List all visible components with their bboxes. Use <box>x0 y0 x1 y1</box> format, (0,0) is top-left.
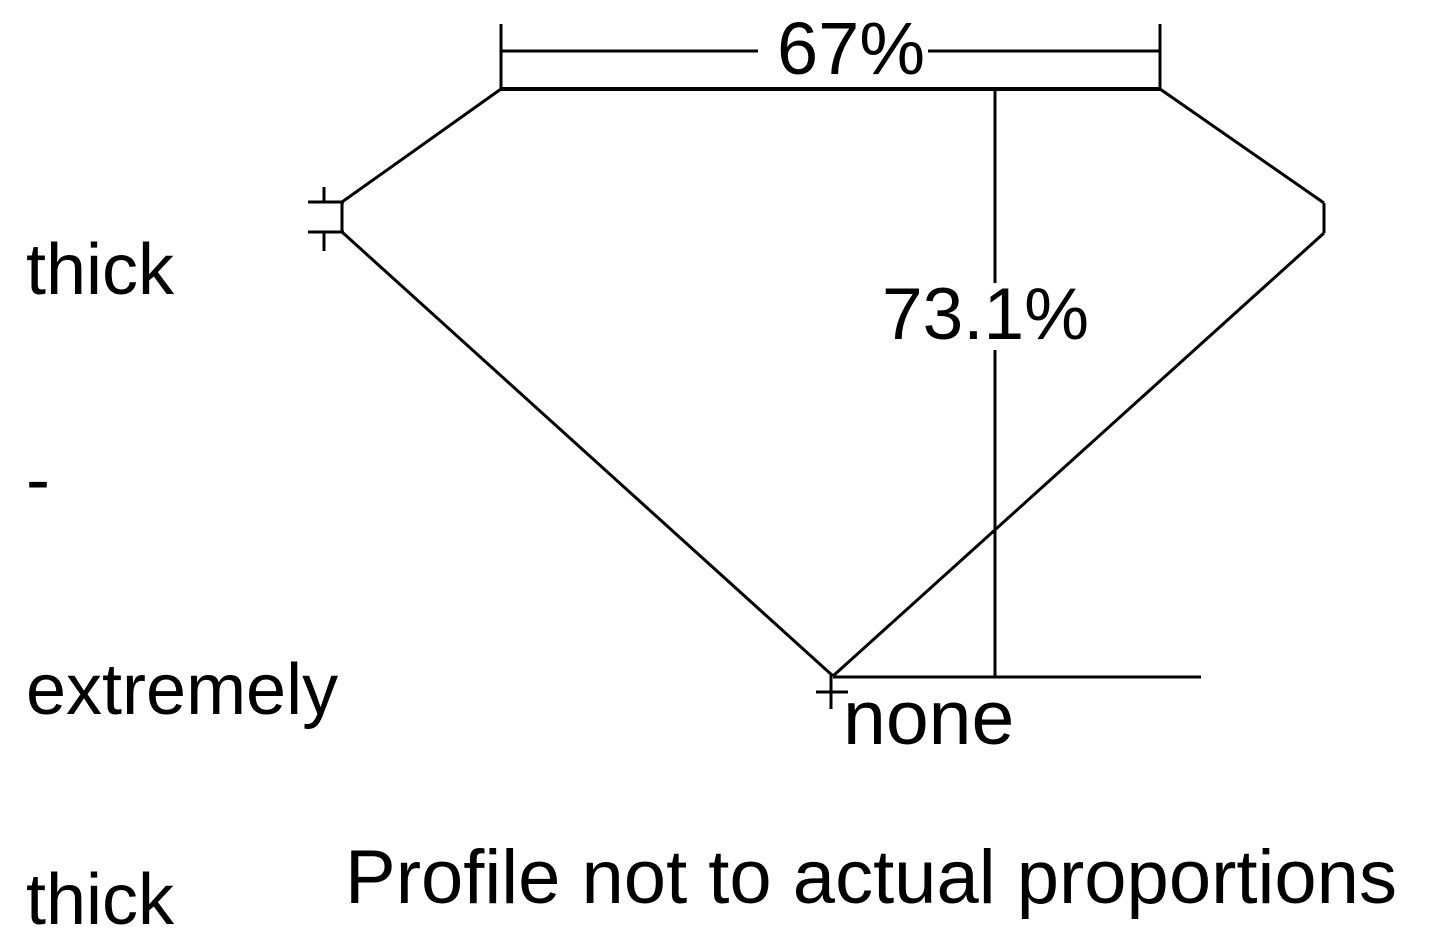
culet-cross-mark <box>816 673 848 709</box>
girdle-thickness-label: thick - extremely thick (faceted) <box>26 95 338 946</box>
pavilion-right-line <box>831 231 1326 678</box>
diamond-outline <box>340 87 1326 678</box>
girdle-label-line-2: - <box>26 440 50 520</box>
girdle-tick-marks <box>308 187 344 251</box>
girdle-label-line-4: thick <box>26 860 175 940</box>
total-depth-label: 73.1% <box>882 274 1089 355</box>
figure-caption: Profile not to actual proportions <box>345 835 1397 920</box>
crown-left-line <box>341 87 502 204</box>
girdle-label-line-1: thick <box>26 230 175 310</box>
table-width-dimension <box>499 24 1162 90</box>
pavilion-left-line <box>340 230 835 678</box>
culet-label: none <box>843 675 1015 761</box>
table-width-label: 67% <box>777 7 926 90</box>
depth-dimension <box>833 89 1201 679</box>
girdle-label-line-3: extremely <box>26 650 339 730</box>
crown-right-line <box>1159 87 1325 205</box>
